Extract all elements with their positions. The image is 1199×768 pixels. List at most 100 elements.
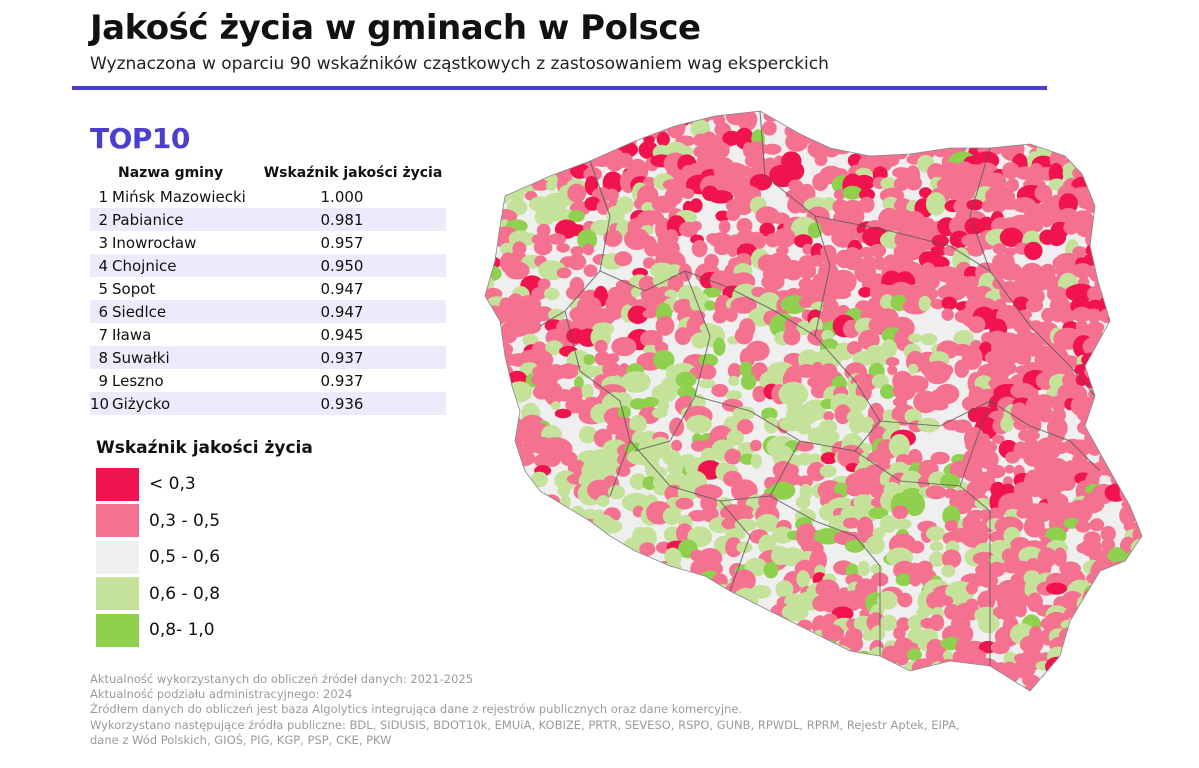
municipality-cell: [830, 269, 857, 294]
municipality-cell: [618, 600, 635, 622]
municipality-cell: [533, 593, 552, 607]
municipality-cell: [1143, 135, 1166, 150]
municipality-cell: [808, 661, 825, 679]
municipality-cell: [812, 172, 829, 192]
municipality-cell: [498, 586, 513, 601]
municipality-cell: [603, 96, 629, 108]
municipality-cell: [744, 153, 766, 169]
municipality-cell: [1024, 121, 1047, 137]
municipality-cell: [1115, 96, 1142, 105]
municipality-cell: [557, 512, 579, 534]
municipality-cell: [545, 524, 568, 546]
municipality-cell: [1089, 518, 1105, 532]
municipality-cell: [470, 199, 475, 214]
municipality-cell: [639, 542, 656, 557]
municipality-cell: [1100, 166, 1116, 181]
municipality-cell: [535, 541, 547, 554]
municipality-cell: [877, 111, 900, 119]
municipality-cell: [1139, 176, 1142, 192]
municipality-cell: [1132, 584, 1142, 601]
municipality-cell: [470, 451, 477, 463]
municipality-cell: [620, 371, 651, 393]
municipality-cell: [868, 111, 883, 115]
municipality-cell: [795, 495, 811, 509]
municipality-cell: [567, 183, 587, 203]
municipality-cell: [507, 637, 526, 654]
municipality-cell: [702, 586, 716, 600]
municipality-cell: [669, 619, 680, 634]
municipality-cell: [567, 253, 587, 271]
municipality-cell: [511, 140, 531, 166]
municipality-cell: [689, 693, 709, 704]
municipality-cell: [666, 115, 686, 139]
municipality-cell: [1120, 252, 1138, 270]
municipality-cell: [1116, 325, 1142, 351]
municipality-cell: [782, 635, 805, 658]
municipality-cell: [1130, 219, 1142, 238]
municipality-cell: [1110, 220, 1129, 235]
municipality-cell: [919, 187, 933, 199]
municipality-cell: [644, 240, 661, 257]
municipality-cell: [1111, 227, 1127, 247]
municipality-cell: [543, 592, 567, 610]
municipality-cell: [1087, 112, 1103, 124]
municipality-cell: [1024, 275, 1050, 292]
municipality-cell: [1033, 394, 1056, 410]
municipality-cell: [726, 208, 741, 221]
municipality-cell: [557, 485, 571, 497]
municipality-cell: [797, 475, 813, 488]
municipality-cell: [797, 262, 817, 279]
municipality-cell: [534, 550, 548, 567]
municipality-cell: [576, 142, 600, 159]
municipality-cell: [606, 541, 623, 557]
municipality-cell: [1097, 366, 1115, 381]
municipality-cell: [1149, 223, 1161, 236]
municipality-cell: [485, 679, 508, 691]
municipality-cell: [907, 615, 925, 631]
municipality-cell: [1132, 111, 1142, 113]
table-row: 7 Iława 0.945: [90, 323, 446, 346]
municipality-cell: [470, 533, 476, 544]
municipality-cell: [485, 188, 494, 207]
municipality-cell: [470, 542, 477, 555]
municipality-cell: [523, 571, 539, 588]
municipality-cell: [810, 254, 825, 267]
municipality-cell: [808, 646, 827, 666]
municipality-cell: [566, 549, 588, 564]
municipality-cell: [805, 111, 825, 114]
column-header-value: Wskaźnik jakości życia: [263, 164, 443, 181]
municipality-cell: [1065, 679, 1079, 691]
municipality-cell: [800, 121, 817, 136]
legend-item: < 0,3: [96, 466, 220, 502]
municipality-cell: [1131, 575, 1142, 585]
municipality-cell: [1068, 439, 1092, 458]
municipality-cell: [1119, 385, 1138, 402]
municipality-cell: [1072, 246, 1087, 258]
municipality-cell: [516, 611, 540, 632]
municipality-cell: [853, 174, 875, 191]
municipality-cell: [512, 111, 527, 127]
municipality-cell: [838, 135, 851, 146]
municipality-cell: [1010, 402, 1028, 424]
municipality-cell: [807, 427, 829, 445]
municipality-cell: [1137, 210, 1142, 223]
municipality-cell: [940, 473, 961, 489]
municipality-cell: [1079, 415, 1108, 438]
municipality-cell: [595, 96, 609, 100]
municipality-cell: [601, 308, 623, 321]
municipality-cell: [990, 111, 1008, 114]
municipality-cell: [930, 451, 950, 465]
row-value: 0.947: [320, 302, 364, 321]
municipality-cell: [905, 175, 922, 191]
municipality-cell: [485, 132, 494, 147]
municipality-cell: [812, 643, 827, 654]
municipality-cell: [565, 636, 589, 656]
municipality-cell: [485, 204, 489, 229]
municipality-cell: [908, 363, 919, 375]
municipality-cell: [1035, 679, 1053, 691]
municipality-cell: [880, 294, 895, 311]
municipality-cell: [888, 434, 910, 458]
municipality-cell: [734, 671, 756, 689]
municipality-cell: [1109, 276, 1124, 294]
municipality-cell: [512, 592, 530, 610]
